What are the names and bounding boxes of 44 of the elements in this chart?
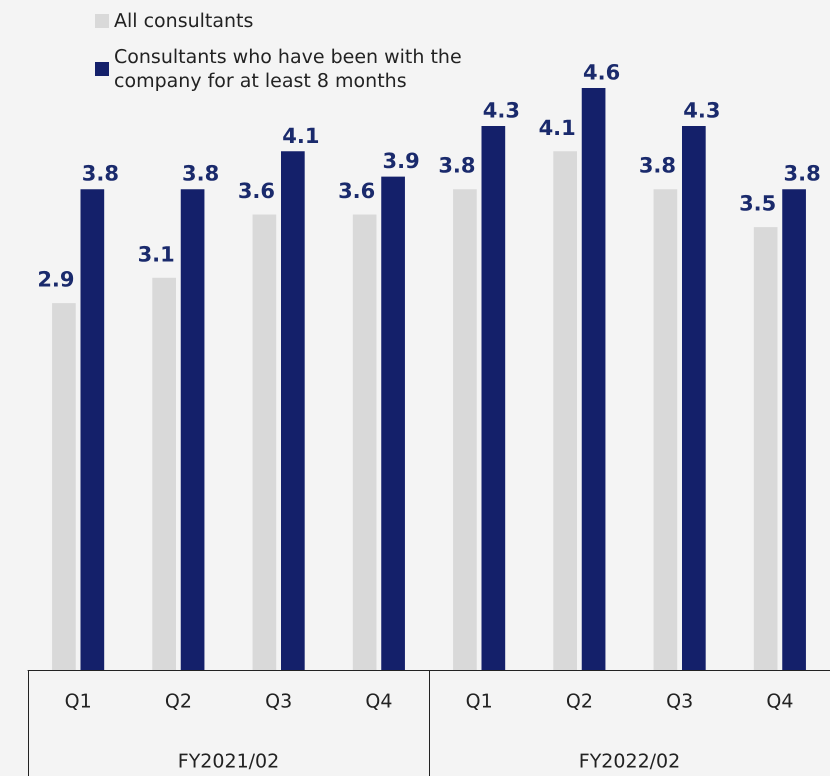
data-label: 3.8 — [182, 162, 220, 186]
data-label: 3.5 — [739, 192, 776, 216]
bar — [352, 214, 377, 670]
data-label: 3.8 — [783, 162, 821, 186]
text: FY2021/02 — [178, 750, 280, 772]
x-tick-label: Q3 — [666, 690, 694, 712]
bar — [180, 189, 204, 670]
bar — [682, 126, 706, 670]
data-label: 3.9 — [382, 149, 420, 174]
data-label: 4.3 — [683, 98, 720, 122]
bar — [582, 88, 606, 670]
data-label: 3.6 — [338, 179, 376, 204]
x-tick-label: Q4 — [766, 690, 794, 712]
data-label: 4.3 — [482, 98, 520, 122]
bar — [152, 278, 176, 670]
data-label: 3.6 — [238, 179, 276, 204]
bar — [453, 189, 477, 670]
bar — [481, 126, 506, 670]
text: FY2022/02 — [578, 750, 680, 772]
data-label: 3.8 — [82, 162, 119, 186]
bar — [52, 303, 76, 670]
bar — [654, 189, 678, 670]
legend-label: All consultants — [114, 10, 254, 32]
data-label: 4.6 — [582, 60, 620, 84]
bar — [280, 151, 305, 670]
x-tick-label: Q3 — [265, 690, 292, 712]
bar — [252, 214, 276, 670]
data-label: 3.1 — [138, 242, 175, 266]
bar — [782, 189, 806, 670]
data-label: 2.9 — [37, 268, 75, 292]
x-tick-label: Q2 — [566, 690, 593, 712]
data-label: 4.1 — [282, 124, 320, 148]
data-label: 3.8 — [438, 154, 476, 178]
x-tick-label: Q1 — [466, 690, 493, 712]
bar — [381, 176, 405, 670]
x-tick-label: Q4 — [365, 690, 392, 712]
bar — [553, 151, 578, 670]
x-tick-label: Q2 — [164, 690, 192, 712]
bar — [754, 227, 778, 670]
data-label: 4.1 — [538, 116, 576, 140]
x-tick-label: Q1 — [64, 690, 92, 712]
data-label: 3.8 — [638, 154, 676, 178]
bar — [80, 189, 104, 670]
legend-label: Consultants who have been with the company for at least 8 months — [114, 46, 468, 92]
